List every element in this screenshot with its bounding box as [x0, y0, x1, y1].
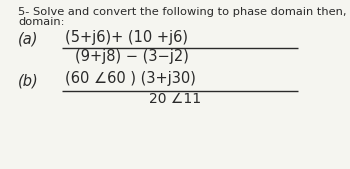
Text: 20 ∠11: 20 ∠11: [149, 92, 201, 106]
Text: 5- Solve and convert the following to phase domain then, time: 5- Solve and convert the following to ph…: [18, 7, 350, 17]
Text: (5+j6)+ (10 +j6): (5+j6)+ (10 +j6): [65, 30, 188, 45]
Text: (a): (a): [18, 32, 38, 47]
Text: domain:: domain:: [18, 17, 64, 27]
Text: (9+j8) − (3−j2): (9+j8) − (3−j2): [75, 49, 189, 64]
Text: (b): (b): [18, 73, 39, 88]
Text: (60 ∠60 ) (3+j30): (60 ∠60 ) (3+j30): [65, 71, 196, 86]
